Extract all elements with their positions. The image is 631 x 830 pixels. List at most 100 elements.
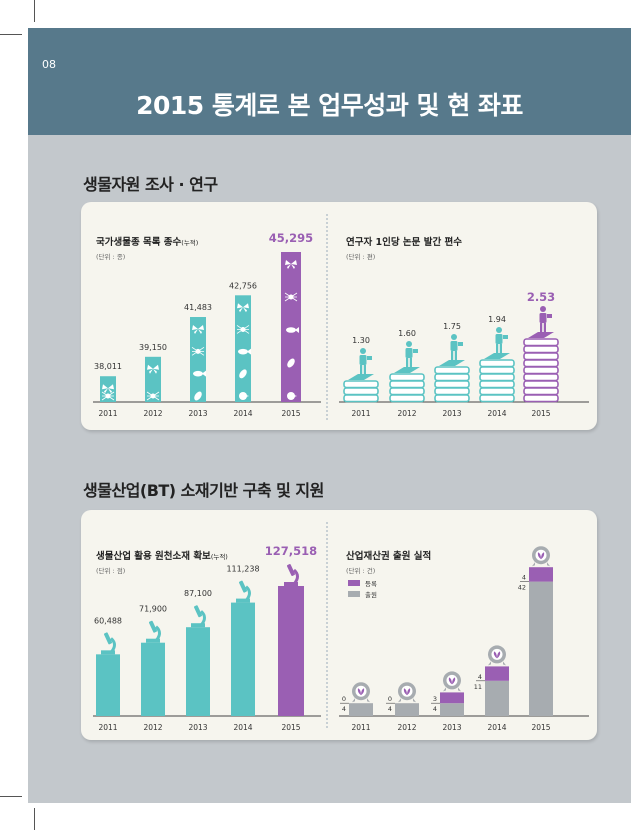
- book-stack-icon: [523, 338, 559, 347]
- materials-value-label: 71,900: [139, 605, 167, 614]
- badge-center: [535, 549, 547, 561]
- fish-tail: [247, 348, 251, 355]
- fish-icon: [238, 348, 251, 355]
- patent-applied-bar: [529, 581, 553, 716]
- patent-applied-bar: [440, 703, 464, 716]
- badge-center: [446, 674, 458, 686]
- book-stack-icon: [434, 380, 470, 389]
- fish-icon: [193, 370, 206, 377]
- person-leg: [454, 351, 457, 360]
- species-tick-label: 2012: [143, 409, 162, 418]
- species-value-label: 38,011: [94, 362, 122, 371]
- book-stack-icon: [523, 394, 559, 403]
- patent-registered-label: 3: [433, 695, 437, 703]
- book-stack-icon: [479, 366, 515, 375]
- patent-applied-label: 4: [388, 705, 392, 713]
- page: 08 2015 통계로 본 업무성과 및 현 좌표 생물자원 조사 · 연구 국…: [28, 28, 631, 803]
- materials-value-label: 111,238: [226, 565, 259, 574]
- leaf-icon: [239, 369, 247, 379]
- microscope-icon: [284, 564, 299, 586]
- materials-bar: [141, 642, 165, 716]
- bird-icon: [287, 392, 297, 400]
- microscope-base: [191, 623, 205, 628]
- microscope-icon: [146, 620, 161, 643]
- book-stack-icon: [523, 345, 559, 354]
- patent-applied-label: 11: [474, 683, 482, 691]
- book-stack-icon: [434, 394, 470, 403]
- microscope-icon: [191, 605, 206, 628]
- papers-value-label: 1.75: [443, 322, 461, 331]
- book-stack-icon: [479, 373, 515, 382]
- microscope-tube: [286, 564, 296, 576]
- materials-tick-label: 2012: [143, 723, 162, 732]
- microscope-base: [236, 598, 250, 603]
- microscope-tube: [238, 580, 248, 593]
- spider-legs: [101, 391, 115, 401]
- person-book: [503, 335, 508, 339]
- leaf-icon: [194, 391, 202, 401]
- leaf-shape: [287, 358, 295, 368]
- patent-applied-label: 42: [518, 584, 526, 592]
- book-stack-icon: [523, 366, 559, 375]
- microscope-icon: [236, 580, 251, 603]
- badge-leaf: [537, 552, 545, 560]
- leaf-shape: [194, 391, 202, 401]
- open-book-icon: [528, 332, 554, 338]
- person-leg: [451, 351, 454, 360]
- patent-registered-label: 0: [342, 695, 346, 703]
- book-stack-icon: [434, 366, 470, 375]
- person-leg: [360, 365, 363, 374]
- patent-badge-icon: [398, 682, 416, 703]
- fish-tail: [295, 327, 299, 333]
- open-book-icon: [348, 374, 374, 380]
- materials-bar: [186, 627, 210, 716]
- book-stack-icon: [434, 387, 470, 396]
- species-bar: [100, 376, 116, 402]
- book-stack-icon: [389, 373, 425, 382]
- spider-legs: [284, 292, 298, 302]
- badge-center: [401, 685, 413, 697]
- patent-badge-icon: [443, 671, 461, 692]
- spider-icon: [101, 391, 115, 401]
- butterfly-icon: [285, 260, 297, 269]
- materials-value-label: 127,518: [265, 544, 317, 558]
- card-bt-materials: 생물산업 활용 원천소재 확보(누적) (단위 : 점) 60,488 2011 71,…: [81, 510, 597, 740]
- legend-swatch-applied: [348, 591, 360, 597]
- badge-leaf: [448, 677, 456, 685]
- species-bar: [190, 317, 206, 402]
- book-stack-icon: [389, 394, 425, 403]
- fish-body: [286, 327, 296, 333]
- species-bar: [235, 295, 251, 402]
- legend-swatch-registered: [348, 580, 360, 586]
- person-head: [360, 348, 366, 354]
- open-book-icon: [439, 360, 465, 366]
- person-head: [406, 341, 412, 347]
- patent-applied-bar: [395, 703, 419, 716]
- butterfly-icon: [237, 303, 249, 313]
- microscope-arm: [109, 637, 116, 654]
- bird-beak: [246, 395, 249, 397]
- spider-icon: [146, 391, 160, 401]
- reading-person-icon: [405, 341, 418, 367]
- leaf-shape: [239, 369, 247, 379]
- page-header: 08 2015 통계로 본 업무성과 및 현 좌표: [28, 28, 631, 135]
- papers-tick-label: 2012: [397, 409, 416, 418]
- patent-registered-bar: [440, 692, 464, 704]
- materials-tick-label: 2015: [281, 723, 300, 732]
- spider-icon: [236, 325, 250, 334]
- person-leg: [409, 358, 412, 367]
- microscope-tube: [193, 605, 203, 618]
- patent-registered-label: 4: [522, 574, 526, 582]
- patent-tick-label: 2013: [442, 723, 461, 732]
- bird-shape: [239, 392, 247, 400]
- microscope-base: [146, 638, 160, 643]
- card-bio-resources-charts: 국가생물종 목록 종수(누적) (단위 : 종) 38,011 2011 39,150 2…: [93, 214, 589, 420]
- open-book-icon: [484, 353, 510, 359]
- badge-leaf: [357, 688, 365, 696]
- species-value-label: 39,150: [139, 343, 167, 352]
- book-stack-icon: [434, 373, 470, 382]
- patent-tick-label: 2014: [487, 723, 506, 732]
- butterfly-shape: [285, 260, 297, 269]
- patent-applied-label: 4: [342, 705, 346, 713]
- bird-icon: [239, 392, 249, 400]
